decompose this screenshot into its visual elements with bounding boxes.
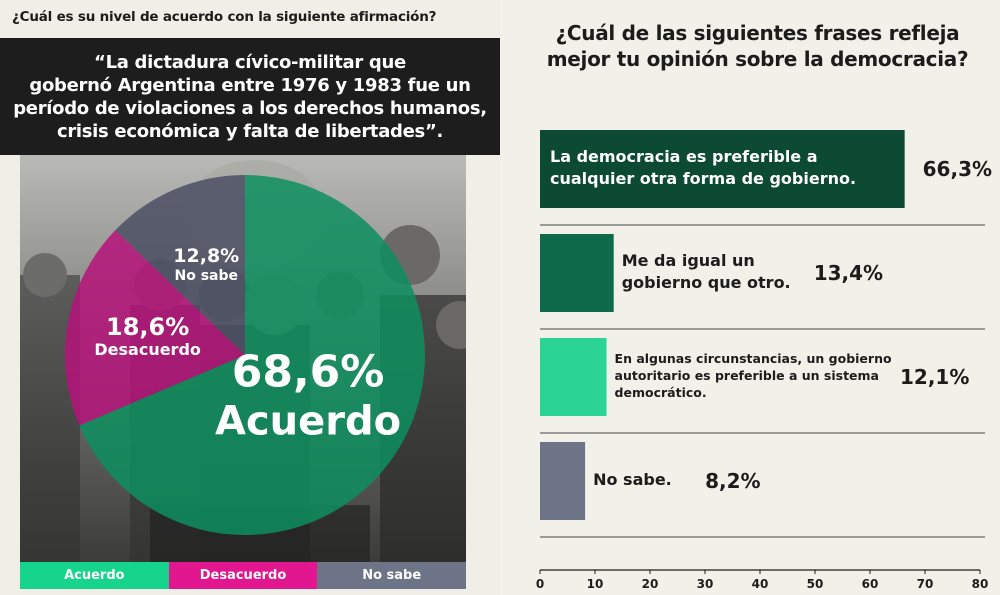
x-tick-label: 40 (752, 577, 769, 591)
pie-category-label: Desacuerdo (94, 340, 201, 359)
pie-chart: 68,6%Acuerdo 18,6%Desacuerdo 12,8%No sabe (65, 175, 425, 535)
pie-slice-no-sabe (115, 175, 245, 355)
bar (540, 234, 614, 312)
pie-value-label: 18,6% (106, 313, 189, 341)
legend-no-sabe: No sabe (317, 562, 467, 589)
bar-category-label: Me da igual un gobierno que otro. (622, 251, 791, 292)
bar-value-label: 8,2% (705, 469, 760, 493)
bar-category-label: En algunas circunstancias, un gobierno au… (615, 351, 892, 400)
x-tick-label: 10 (587, 577, 604, 591)
pie-legend: Acuerdo Desacuerdo No sabe (20, 562, 467, 589)
bar-chart: La democracia es preferible a cualquier o… (536, 130, 992, 591)
bar-chart-title: ¿Cuál de las siguientes frases refleja m… (515, 20, 1000, 72)
x-tick-label: 60 (862, 577, 879, 591)
quote-line: “La dictadura cívico-militar que (94, 51, 406, 73)
quote-line: crisis económica y falta de libertades”. (56, 120, 444, 142)
bar (540, 442, 586, 520)
title-line: ¿Cuál de las siguientes frases refleja (555, 21, 960, 45)
pie-value-label: 12,8% (173, 245, 239, 267)
quote-line: gobernó Argentina entre 1976 y 1983 fue … (29, 74, 471, 96)
quote-box: “La dictadura cívico-militar que gobernó… (0, 38, 500, 155)
x-tick-label: 20 (642, 577, 659, 591)
legend-acuerdo: Acuerdo (20, 562, 169, 589)
pie-value-label: 68,6% (232, 347, 385, 398)
quote-text: “La dictadura cívico-militar que gobernó… (10, 51, 490, 143)
left-panel: ¿Cuál es su nivel de acuerdo con la sigu… (0, 9, 500, 589)
x-tick-label: 50 (807, 577, 824, 591)
pie-category-label: Acuerdo (215, 399, 401, 445)
bar-category-label: La democracia es preferible a cualquier o… (550, 147, 856, 188)
bar-value-label: 12,1% (900, 365, 969, 389)
pie-question: ¿Cuál es su nivel de acuerdo con la sigu… (12, 9, 437, 25)
x-tick-label: 0 (536, 577, 544, 591)
x-tick-label: 80 (972, 577, 989, 591)
x-tick-label: 70 (917, 577, 934, 591)
legend-desacuerdo: Desacuerdo (168, 562, 318, 589)
title-line: mejor tu opinión sobre la democracia? (546, 47, 969, 71)
quote-line: período de violaciones a los derechos hu… (13, 97, 487, 119)
bar-category-label: No sabe. (593, 470, 672, 489)
pie-slice-acuerdo (79, 175, 425, 535)
x-tick-label: 30 (697, 577, 714, 591)
bar (540, 130, 905, 208)
pie-slice-desacuerdo (65, 230, 245, 426)
pie-category-label: No sabe (174, 268, 238, 284)
bar-value-label: 13,4% (814, 261, 883, 285)
bar (540, 338, 607, 416)
background-photo: 68,6% Acuerdo 18,6% Desacuerdo 12,8% No sabe (20, 155, 466, 562)
bar-value-label: 66,3% (923, 157, 992, 181)
